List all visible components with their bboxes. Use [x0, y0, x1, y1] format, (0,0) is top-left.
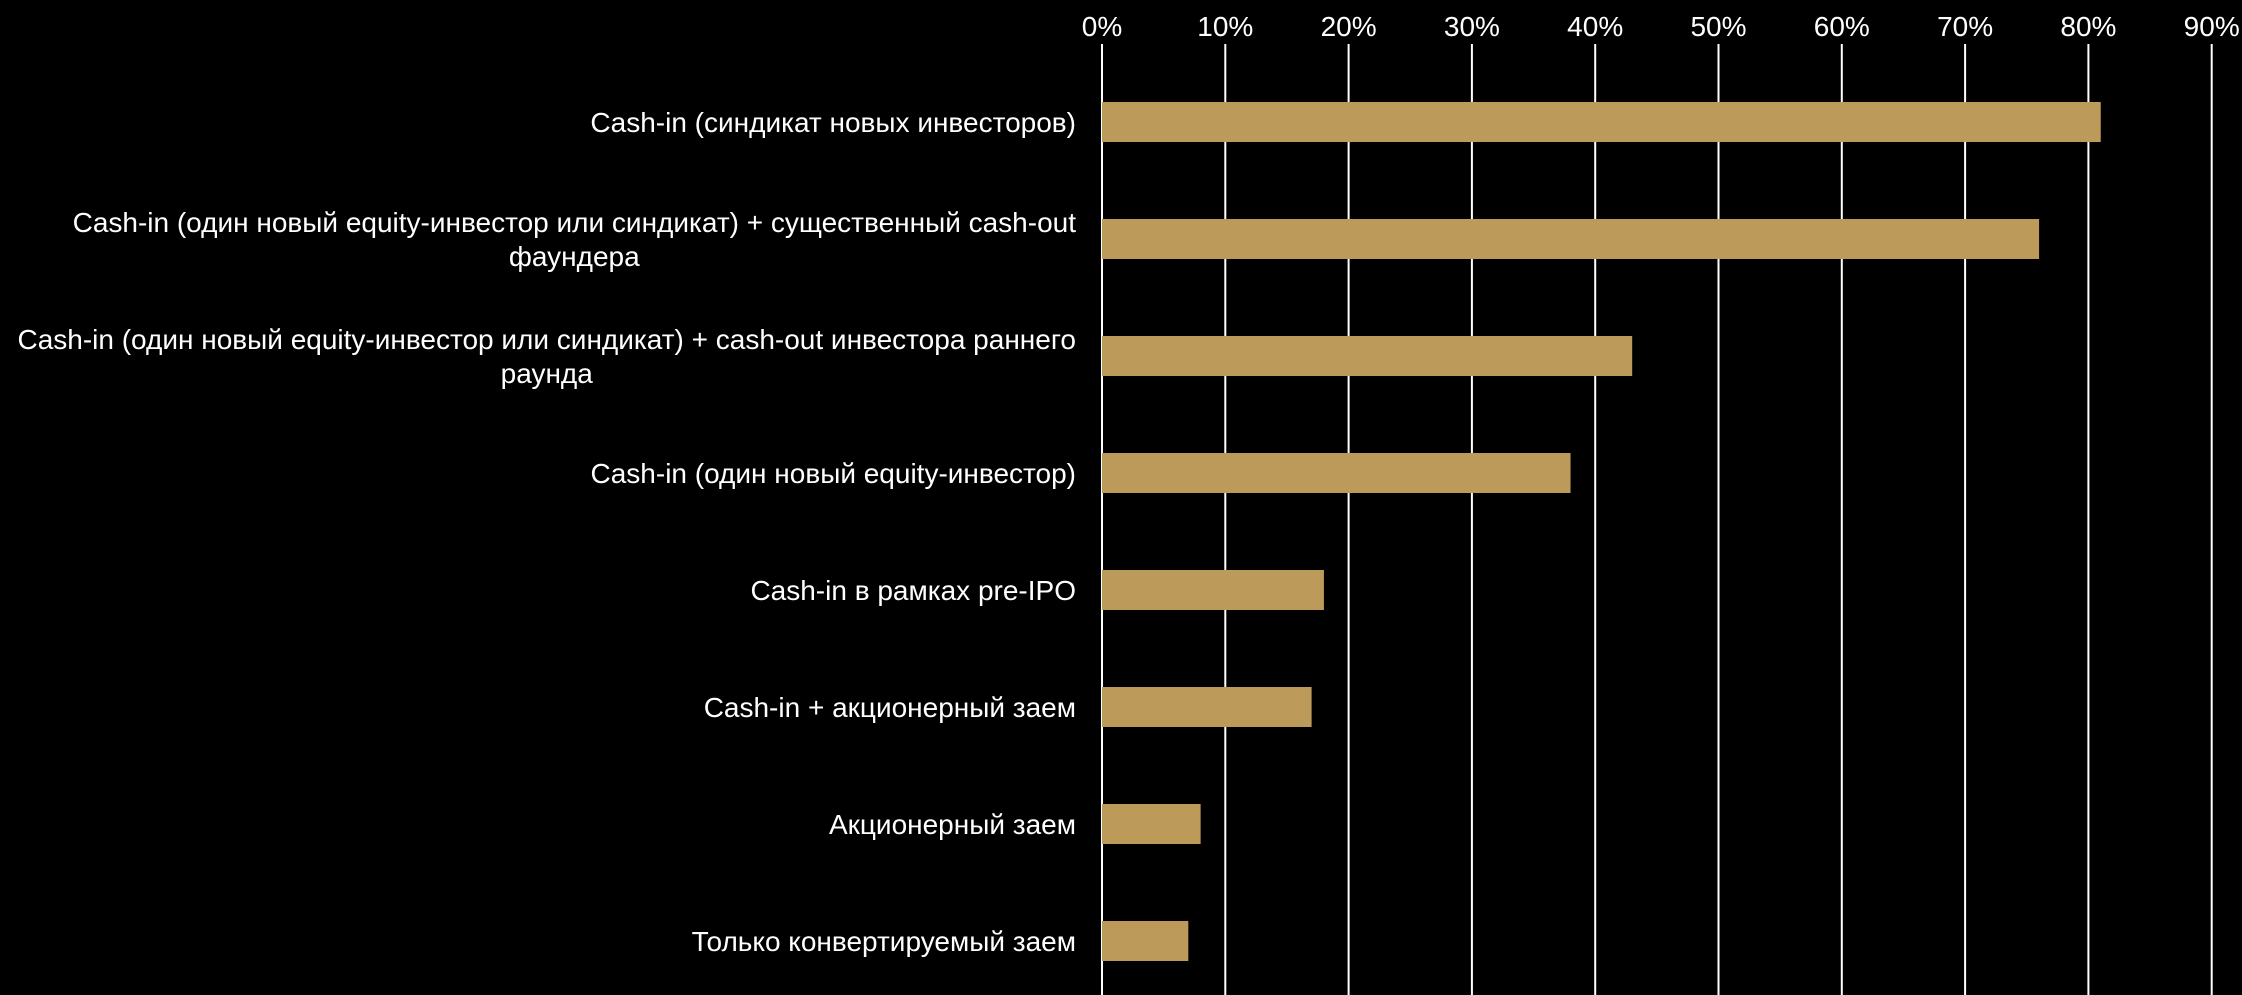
- x-tick-label: 20%: [1321, 11, 1377, 42]
- x-tick-label: 60%: [1814, 11, 1870, 42]
- bar: [1102, 921, 1189, 961]
- bar: [1102, 453, 1571, 493]
- x-axis-ticks: 0% 10% 20% 30% 40% 50% 60% 70% 80% 90%: [1082, 11, 2240, 42]
- category-label-line: фаундера: [509, 241, 640, 272]
- category-label: Cash-in (один новый equity-инвестор или …: [17, 324, 1076, 389]
- category-label-line: Cash-in (один новый equity-инвестор или …: [17, 324, 1076, 355]
- x-tick-label: 80%: [2060, 11, 2116, 42]
- category-label: Акционерный заем: [829, 809, 1076, 840]
- category-label-line: раунда: [501, 358, 594, 389]
- bar: [1102, 102, 2101, 142]
- category-label-line: Cash-in в рамках pre-IPO: [750, 575, 1076, 606]
- category-label: Только конвертируемый заем: [692, 926, 1076, 957]
- category-label-line: Cash-in + акционерный заем: [704, 692, 1076, 723]
- category-label-line: Cash-in (один новый equity-инвестор или …: [73, 207, 1077, 238]
- x-tick-label: 50%: [1690, 11, 1746, 42]
- category-labels: Cash-in (синдикат новых инвесторов) Cash-…: [17, 107, 1076, 957]
- category-label: Cash-in (синдикат новых инвесторов): [590, 107, 1076, 138]
- category-label: Cash-in + акционерный заем: [704, 692, 1076, 723]
- bars: [1102, 102, 2101, 961]
- x-tick-label: 0%: [1082, 11, 1122, 42]
- x-tick-label: 90%: [2184, 11, 2240, 42]
- category-label-line: Cash-in (один новый equity-инвестор): [591, 458, 1076, 489]
- bar: [1102, 687, 1312, 727]
- category-label: Cash-in в рамках pre-IPO: [750, 575, 1076, 606]
- bar: [1102, 804, 1201, 844]
- category-label: Cash-in (один новый equity-инвестор или …: [73, 207, 1077, 272]
- bar: [1102, 570, 1324, 610]
- category-label-line: Акционерный заем: [829, 809, 1076, 840]
- bar: [1102, 336, 1633, 376]
- category-label: Cash-in (один новый equity-инвестор): [591, 458, 1076, 489]
- bar: [1102, 219, 2040, 259]
- x-tick-label: 40%: [1567, 11, 1623, 42]
- x-tick-label: 30%: [1444, 11, 1500, 42]
- category-label-line: Cash-in (синдикат новых инвесторов): [590, 107, 1076, 138]
- category-label-line: Только конвертируемый заем: [692, 926, 1076, 957]
- x-tick-label: 10%: [1197, 11, 1253, 42]
- gridlines: [1101, 44, 2213, 995]
- x-tick-label: 70%: [1937, 11, 1993, 42]
